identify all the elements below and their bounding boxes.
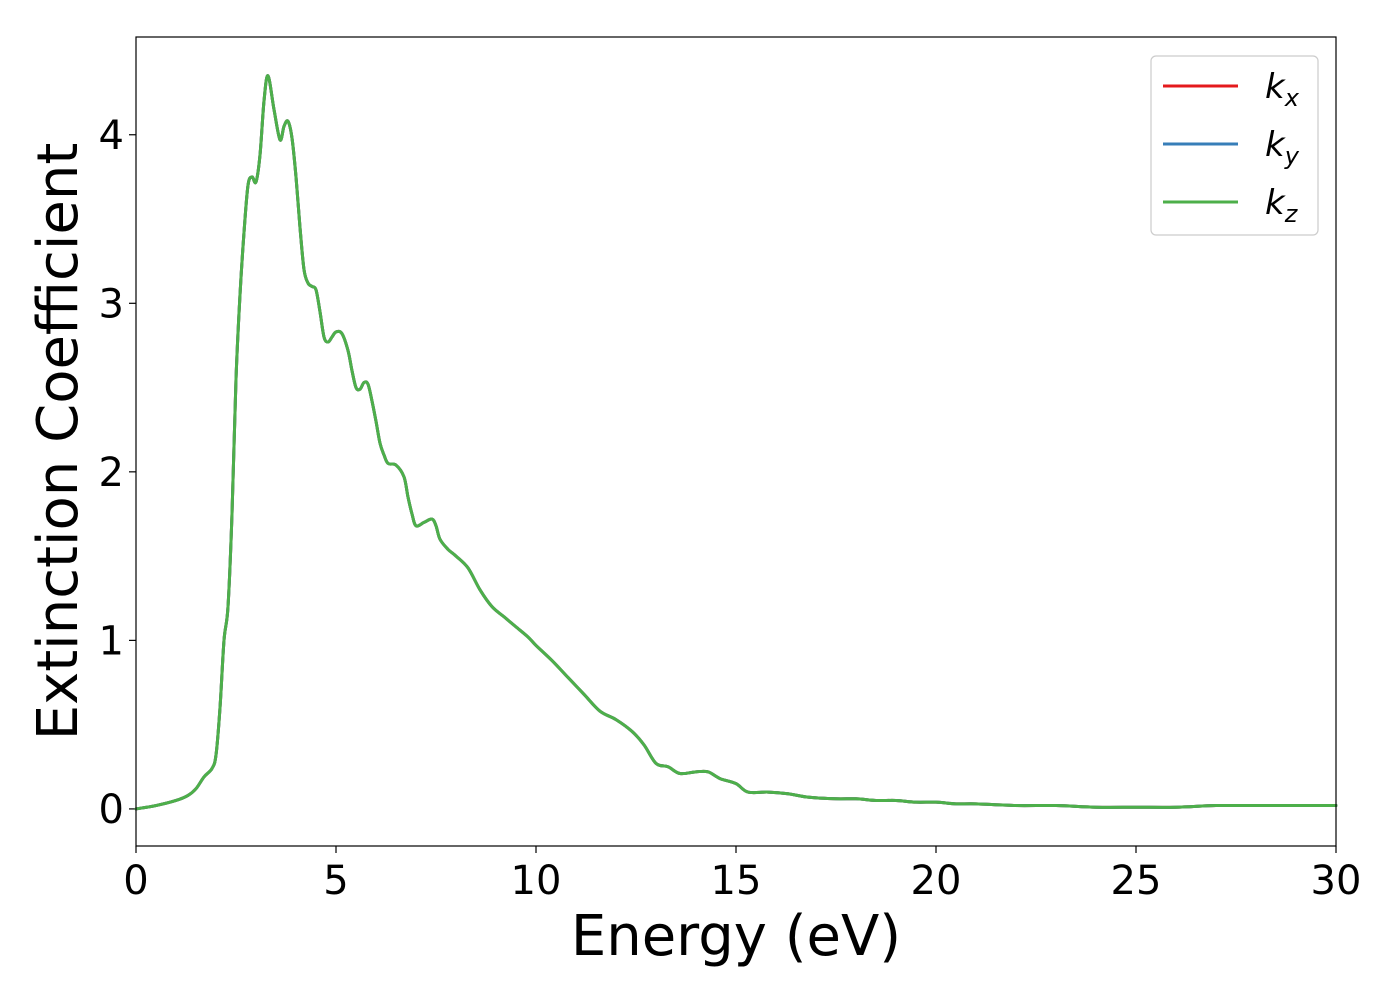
x-tick-label: 10: [511, 858, 562, 904]
y-tick-label: 1: [99, 618, 124, 664]
series-line-k-z: [134, 74, 1338, 811]
legend-label-k-z: kz: [1265, 183, 1299, 228]
x-tick-label: 20: [911, 858, 962, 904]
legend-label-subscript: z: [1284, 200, 1299, 228]
x-tick-label: 5: [323, 858, 348, 904]
axis-ticks: 0 5 10 15 20 25 30 0 1 2 3 4: [99, 113, 1362, 904]
y-tick-label: 3: [99, 281, 124, 327]
legend-label-k-x: kx: [1265, 67, 1300, 112]
y-tick-label: 0: [99, 787, 124, 833]
y-axis-title: Extinction Coefficient: [26, 143, 91, 741]
legend-label-subscript: y: [1284, 142, 1300, 170]
x-tick-label: 30: [1311, 858, 1362, 904]
x-tick-label: 0: [123, 858, 148, 904]
legend-label-main: k: [1265, 67, 1286, 107]
plot-frame: [135, 36, 1337, 847]
y-tick-label: 4: [99, 113, 124, 159]
x-tick-label: 25: [1111, 858, 1162, 904]
series-layer: [134, 74, 1338, 811]
legend-label-main: k: [1265, 183, 1286, 223]
legend-label-main: k: [1265, 125, 1286, 165]
legend-label-subscript: x: [1284, 84, 1300, 112]
legend-label-k-y: ky: [1265, 125, 1300, 170]
x-tick-label: 15: [711, 858, 762, 904]
x-axis-title: Energy (eV): [571, 904, 901, 969]
y-tick-label: 2: [99, 450, 124, 496]
